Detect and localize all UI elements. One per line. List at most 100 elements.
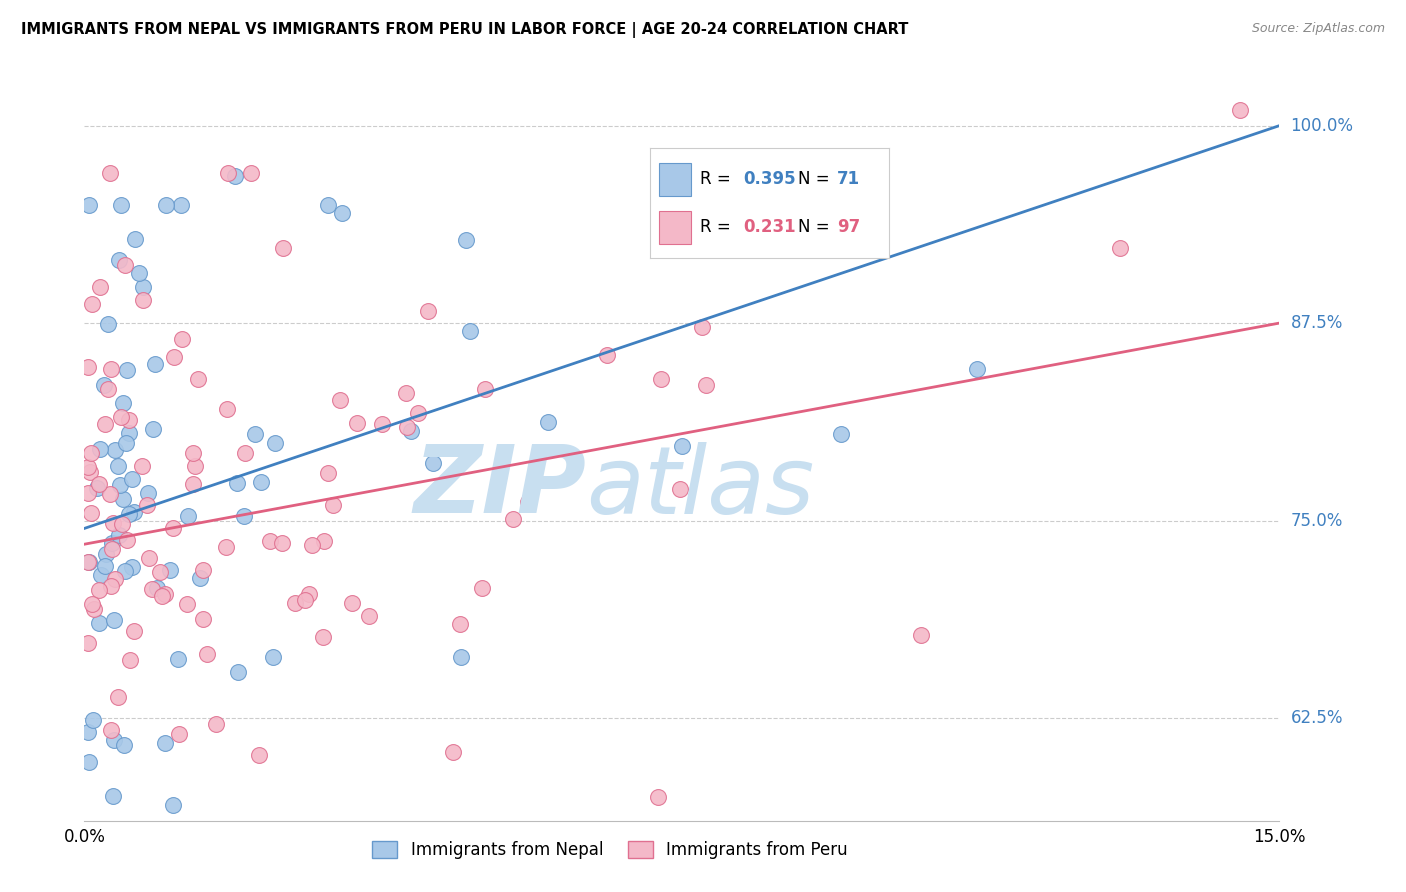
Point	[259, 533, 281, 548]
Point	[128, 266, 150, 280]
Legend: Immigrants from Nepal, Immigrants from Peru: Immigrants from Nepal, Immigrants from P…	[366, 834, 855, 865]
Point	[117, 425, 139, 440]
Point	[330, 206, 353, 220]
Point	[143, 357, 166, 371]
Point	[86, 481, 108, 495]
Text: 71: 71	[837, 170, 860, 188]
Point	[155, 197, 177, 211]
Point	[89, 442, 111, 456]
FancyBboxPatch shape	[659, 211, 690, 244]
Point	[103, 613, 125, 627]
Text: N =: N =	[799, 219, 835, 236]
Point	[262, 650, 284, 665]
Point	[135, 498, 157, 512]
Point	[329, 393, 352, 408]
Text: 0.395: 0.395	[744, 170, 796, 188]
Point	[131, 459, 153, 474]
Point	[82, 713, 104, 727]
Point	[111, 491, 134, 506]
Point	[193, 563, 215, 577]
Point	[316, 466, 339, 480]
Point	[357, 608, 380, 623]
Point	[100, 579, 122, 593]
Point	[418, 303, 440, 318]
Point	[226, 475, 249, 490]
Point	[89, 279, 111, 293]
Point	[111, 395, 134, 409]
Point	[111, 517, 134, 532]
Point	[454, 233, 477, 247]
Point	[138, 486, 160, 500]
Point	[340, 596, 363, 610]
Text: ZIP: ZIP	[413, 441, 586, 533]
Point	[166, 651, 188, 665]
Point	[406, 406, 429, 420]
Point	[98, 487, 121, 501]
Point	[100, 723, 122, 738]
Point	[458, 324, 481, 338]
Point	[183, 446, 205, 460]
Text: R =: R =	[700, 170, 737, 188]
Point	[1109, 241, 1132, 255]
Point	[449, 617, 471, 632]
Point	[346, 416, 368, 430]
Point	[322, 499, 344, 513]
Point	[121, 472, 143, 486]
Point	[77, 459, 100, 474]
Point	[98, 166, 121, 180]
Point	[114, 258, 136, 272]
Point	[114, 564, 136, 578]
Point	[596, 348, 619, 362]
Point	[94, 558, 117, 573]
Point	[162, 797, 184, 812]
Point	[87, 616, 110, 631]
Point	[264, 436, 287, 450]
Point	[77, 756, 100, 770]
Point	[284, 596, 307, 610]
Point	[301, 538, 323, 552]
Point	[80, 597, 103, 611]
Point	[172, 332, 194, 346]
Point	[474, 382, 496, 396]
Point	[87, 583, 110, 598]
FancyBboxPatch shape	[659, 162, 690, 195]
Point	[77, 555, 100, 569]
Point	[314, 533, 336, 548]
Point	[239, 166, 262, 180]
Point	[107, 690, 129, 705]
Point	[441, 746, 464, 760]
Point	[104, 572, 127, 586]
Point	[80, 506, 103, 520]
Text: N =: N =	[799, 170, 835, 188]
Text: 62.5%: 62.5%	[1291, 709, 1343, 727]
Point	[89, 477, 111, 491]
Point	[181, 477, 204, 491]
Point	[169, 727, 191, 741]
Point	[695, 378, 717, 392]
Point	[97, 317, 120, 331]
Point	[79, 465, 101, 479]
Point	[77, 486, 100, 500]
Point	[101, 536, 124, 550]
Point	[93, 417, 115, 431]
Point	[233, 445, 256, 459]
Point	[93, 378, 115, 392]
Point	[118, 507, 141, 521]
Point	[910, 628, 932, 642]
Point	[669, 482, 692, 496]
Point	[142, 422, 165, 436]
Point	[1229, 103, 1251, 117]
Point	[107, 527, 129, 541]
Point	[141, 582, 163, 596]
Point	[80, 446, 103, 460]
Text: 87.5%: 87.5%	[1291, 314, 1343, 332]
Point	[422, 456, 444, 470]
Point	[112, 738, 135, 752]
Point	[312, 631, 335, 645]
Point	[103, 789, 125, 803]
Point	[294, 593, 316, 607]
Point	[399, 424, 422, 438]
Point	[371, 417, 394, 431]
Point	[271, 535, 294, 549]
Point	[502, 512, 524, 526]
